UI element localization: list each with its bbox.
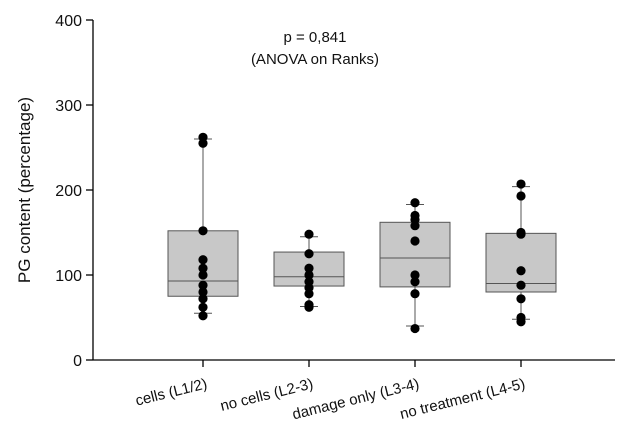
data-point — [198, 302, 208, 312]
x-tick-label: cells (L1/2) — [134, 375, 209, 409]
data-point — [304, 249, 314, 259]
test-method-annotation: (ANOVA on Ranks) — [251, 51, 379, 68]
data-point — [516, 312, 526, 323]
data-point — [304, 229, 314, 239]
y-axis-title: PG content (percentage) — [15, 97, 34, 283]
data-point — [516, 294, 526, 304]
data-point — [516, 280, 526, 290]
data-point — [410, 198, 420, 208]
data-point — [516, 227, 526, 238]
y-tick-label: 200 — [55, 183, 82, 200]
data-point — [198, 255, 208, 265]
data-point — [198, 132, 208, 142]
labels: PG content (percentage) p = 0,841 (ANOVA… — [15, 29, 379, 283]
data-point — [198, 226, 208, 236]
data-point — [198, 294, 208, 304]
data-point — [198, 263, 208, 273]
data-point — [198, 280, 208, 290]
data-point — [198, 311, 208, 321]
data-point — [516, 179, 526, 189]
box-series — [167, 138, 557, 327]
data-point — [410, 270, 420, 280]
y-tick-label: 400 — [55, 13, 82, 30]
data-point — [304, 263, 314, 273]
data-point — [410, 236, 420, 246]
data-point — [516, 266, 526, 276]
y-tick-label: 100 — [55, 268, 82, 285]
y-tick-label: 300 — [55, 98, 82, 115]
data-point — [198, 287, 208, 297]
p-value-annotation: p = 0,841 — [284, 29, 347, 46]
data-point — [410, 323, 420, 334]
data-point — [198, 270, 208, 280]
data-point — [304, 277, 314, 287]
data-point — [410, 277, 420, 287]
data-point — [410, 289, 420, 299]
data-point — [516, 191, 526, 201]
data-point — [304, 270, 314, 280]
data-point — [304, 300, 314, 310]
data-point — [410, 210, 420, 221]
y-tick-label: 0 — [73, 353, 82, 370]
data-points — [198, 132, 526, 334]
